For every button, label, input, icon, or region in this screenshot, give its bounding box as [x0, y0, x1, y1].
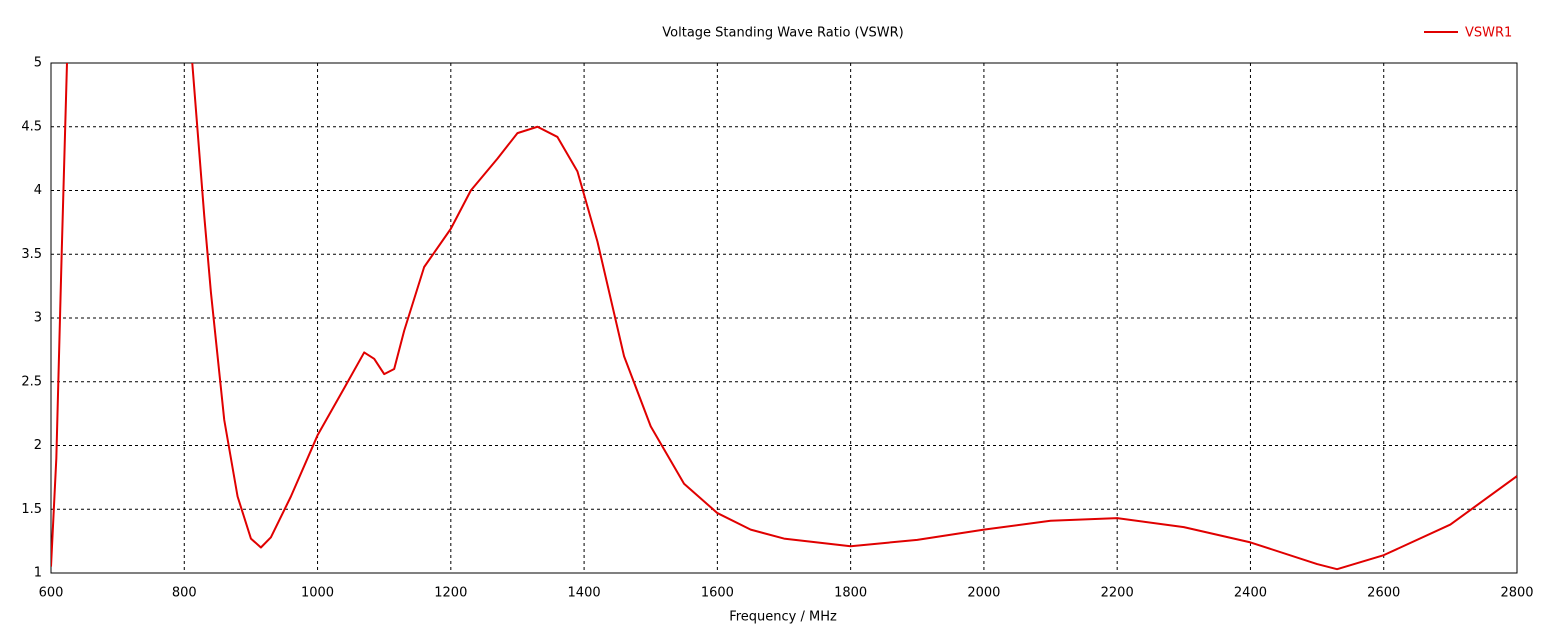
x-tick-label: 600 — [39, 586, 64, 601]
x-tick-label: 2600 — [1367, 586, 1400, 601]
x-tick-label: 2000 — [967, 586, 1000, 601]
y-tick-label: 2 — [34, 438, 42, 453]
x-tick-label: 1600 — [701, 586, 734, 601]
y-tick-label: 3 — [34, 311, 42, 326]
x-tick-label: 800 — [172, 586, 197, 601]
x-tick-label: 1000 — [301, 586, 334, 601]
data-line — [51, 63, 1517, 571]
y-tick-label: 4.5 — [21, 119, 42, 134]
plot-frame — [50, 62, 1518, 574]
x-tick-label: 1800 — [834, 586, 867, 601]
y-tick-label: 1 — [34, 566, 42, 581]
y-tick-label: 4 — [34, 183, 42, 198]
x-tick-label: 2200 — [1101, 586, 1134, 601]
chart-title: Voltage Standing Wave Ratio (VSWR) — [662, 26, 903, 41]
y-tick-label: 2.5 — [21, 374, 42, 389]
legend-label: VSWR1 — [1465, 26, 1512, 41]
y-tick-label: 3.5 — [21, 247, 42, 262]
y-tick-label: 5 — [34, 56, 42, 71]
x-tick-label: 2800 — [1500, 586, 1533, 601]
x-tick-label: 2400 — [1234, 586, 1267, 601]
y-tick-label: 1.5 — [21, 502, 42, 517]
x-tick-label: 1400 — [568, 586, 601, 601]
x-axis-label: Frequency / MHz — [729, 610, 837, 625]
x-tick-label: 1200 — [434, 586, 467, 601]
